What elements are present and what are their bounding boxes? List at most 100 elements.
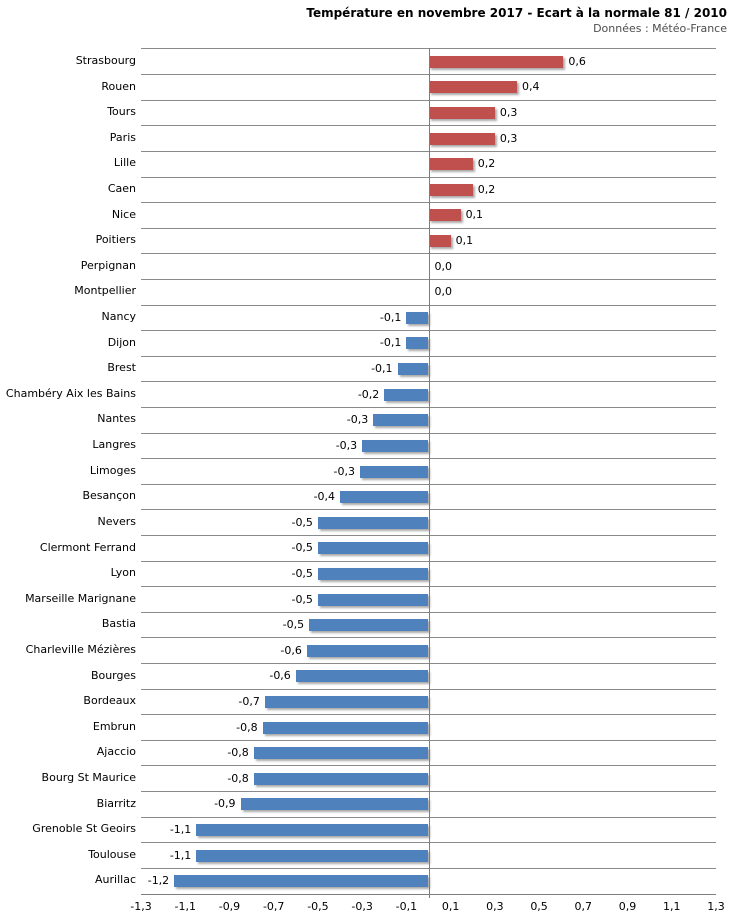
category-label: Besançon xyxy=(82,489,136,503)
x-axis-tick-label: 1,3 xyxy=(707,900,725,913)
category-label: Poitiers xyxy=(95,233,136,247)
x-axis-tick-label: -0,3 xyxy=(351,900,373,913)
x-axis-tick-label: -0,1 xyxy=(395,900,418,913)
value-label: -0,1 xyxy=(379,336,402,350)
category-label: Biarritz xyxy=(96,796,136,810)
chart-subtitle: Données : Météo-France xyxy=(593,22,727,35)
x-axis-tick-label: -0,7 xyxy=(262,900,285,913)
category-label: Toulouse xyxy=(88,847,136,861)
category-label: Nevers xyxy=(97,514,136,528)
bar xyxy=(174,875,429,888)
category-label: Dijon xyxy=(107,335,136,349)
category-label: Tours xyxy=(107,105,136,119)
bar xyxy=(428,235,451,248)
value-label: -0,8 xyxy=(236,720,258,734)
category-label: Rouen xyxy=(101,79,136,93)
category-label: Strasbourg xyxy=(75,54,136,67)
bar xyxy=(253,772,429,785)
x-axis-tick-label: 0,7 xyxy=(574,900,593,913)
value-label: -0,3 xyxy=(335,438,358,452)
bar xyxy=(359,465,429,478)
bar xyxy=(317,567,429,580)
bar xyxy=(428,107,495,119)
category-label: Grenoble St Geoirs xyxy=(32,822,136,836)
bar xyxy=(406,311,429,324)
bar xyxy=(373,414,429,427)
value-label: -0,8 xyxy=(227,771,249,785)
category-label: Langres xyxy=(92,438,136,452)
category-label: Bourg St Maurice xyxy=(41,770,136,784)
value-label: -0,1 xyxy=(371,362,393,376)
value-label: 0,4 xyxy=(521,80,540,94)
bar xyxy=(428,209,461,222)
category-label: Bordeaux xyxy=(83,694,136,708)
value-label: 0,1 xyxy=(455,234,474,248)
category-label: Charleville Mézières xyxy=(25,642,136,656)
bar xyxy=(428,132,495,145)
bar xyxy=(295,670,429,683)
value-label: 0,3 xyxy=(499,106,518,119)
category-label: Montpellier xyxy=(74,284,136,298)
category-label: Marseille Marignane xyxy=(25,591,136,605)
category-label: Embrun xyxy=(92,719,136,733)
category-label: Chambéry Aix les Bains xyxy=(5,386,136,400)
bar xyxy=(253,747,429,760)
value-label: -0,2 xyxy=(357,387,380,401)
bar xyxy=(384,388,429,401)
category-label: Clermont Ferrand xyxy=(39,540,136,554)
category-label: Ajaccio xyxy=(96,745,136,759)
category-label: Bastia xyxy=(101,617,136,631)
category-label: Brest xyxy=(107,361,136,375)
value-label: -0,1 xyxy=(379,310,402,324)
value-label: -0,3 xyxy=(346,413,369,427)
value-label: -0,4 xyxy=(313,490,336,504)
bar xyxy=(309,619,429,632)
x-axis-tick-label: -0,5 xyxy=(307,900,329,913)
category-label: Nice xyxy=(111,207,136,221)
value-label: 0,1 xyxy=(465,208,484,222)
x-axis-tick-label: -1,3 xyxy=(130,900,152,913)
bar xyxy=(264,695,429,708)
category-label: Bourges xyxy=(90,668,136,682)
zero-axis-line xyxy=(428,48,430,898)
value-label: 0,0 xyxy=(434,285,453,299)
category-label: Paris xyxy=(109,130,136,144)
category-label: Caen xyxy=(107,182,136,196)
value-label: 0,6 xyxy=(568,54,586,68)
bar xyxy=(428,183,473,196)
value-label: -0,3 xyxy=(333,464,355,478)
x-axis-tick-label: 1,1 xyxy=(663,900,681,913)
value-label: -1,1 xyxy=(169,848,192,862)
x-axis-tick-label: -1,1 xyxy=(174,900,196,913)
category-label: Limoges xyxy=(89,463,136,477)
value-label: -0,5 xyxy=(291,592,313,606)
bar xyxy=(262,721,429,734)
bar xyxy=(340,491,429,504)
bar xyxy=(240,798,429,811)
category-label: Lyon xyxy=(110,566,136,580)
value-label: 0,2 xyxy=(477,182,496,196)
bar xyxy=(428,158,473,171)
x-axis-tick-label: 0,3 xyxy=(486,900,504,913)
x-axis-tick-label: 0,9 xyxy=(618,900,637,913)
value-label: -1,1 xyxy=(169,822,192,836)
chart-header: Température en novembre 2017 - Ecart à l… xyxy=(0,6,727,35)
bar xyxy=(428,55,564,68)
category-label: Aurillac xyxy=(95,873,136,887)
bar xyxy=(317,593,429,606)
bar xyxy=(317,542,429,555)
category-label: Nancy xyxy=(101,310,137,324)
chart-title: Température en novembre 2017 - Ecart à l… xyxy=(306,6,727,20)
bar xyxy=(317,516,429,529)
value-label: 0,3 xyxy=(499,131,518,145)
bar xyxy=(362,439,429,452)
bar xyxy=(406,337,429,350)
value-label: -0,8 xyxy=(227,746,249,760)
value-label: -1,2 xyxy=(147,874,170,888)
bar xyxy=(397,363,429,376)
value-label: 0,0 xyxy=(434,259,453,273)
x-axis-tick-label: 0,5 xyxy=(530,900,548,913)
bar xyxy=(306,644,429,657)
value-label: -0,5 xyxy=(282,618,305,632)
